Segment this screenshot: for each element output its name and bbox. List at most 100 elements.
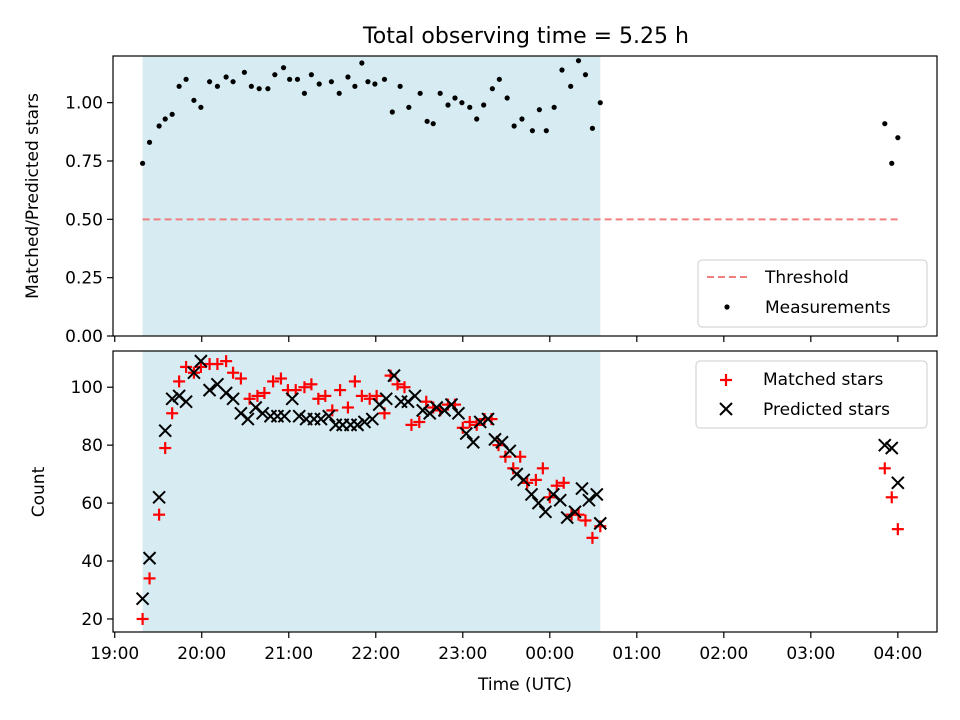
matched-star-point (274, 372, 287, 385)
matched-star-point (258, 387, 271, 400)
measurement-point (301, 90, 308, 96)
measurement-point (575, 58, 582, 64)
bottom-legend-box (695, 360, 928, 429)
matched-star-point (507, 462, 520, 475)
matched-star-point (326, 404, 339, 417)
measurement-point (287, 76, 293, 82)
measurement-point (336, 90, 342, 96)
predicted-star-point (135, 591, 150, 606)
top-y-tick-label: 0.00 (65, 327, 103, 347)
bottom-y-tick-label: 40 (81, 552, 103, 572)
matched-star-point (166, 407, 179, 420)
threshold-legend-label: Threshold (764, 268, 849, 288)
matched-star-point (234, 372, 247, 385)
predicted-star-point (473, 415, 487, 429)
measurement-point (467, 104, 473, 110)
measurement-point (589, 125, 596, 131)
measurement-point (536, 107, 542, 113)
bottom-y-tick-label: 20 (81, 610, 103, 630)
predicted-star-point (568, 505, 582, 519)
measurement-point (430, 121, 436, 127)
predicted-star-point (187, 366, 201, 380)
x-tick-label: 04:00 (873, 644, 922, 664)
matched-star-point (153, 508, 166, 521)
top-y-tick-label: 0.25 (65, 269, 103, 289)
measurement-point (895, 135, 901, 141)
x-tick-label: 20:00 (177, 644, 226, 664)
predicted-star-point (481, 412, 495, 426)
measurement-point (529, 128, 535, 134)
top-y-tick-label: 0.50 (65, 210, 103, 230)
measurement-point (551, 104, 557, 110)
matched-star-point (398, 381, 411, 394)
predicted-star-point (387, 368, 401, 383)
predicted-star-point (516, 473, 531, 487)
measurement-point (183, 76, 189, 82)
measurement-point (256, 86, 262, 92)
measurement-point (381, 76, 388, 82)
matched-star-point (514, 450, 527, 463)
measurement-point (191, 97, 197, 103)
bottom-y-tick-label: 80 (81, 436, 103, 456)
top-legend: Threshold Measurements (697, 259, 928, 328)
matched-star-point (536, 462, 549, 475)
predicted-star-point (179, 394, 193, 409)
matched-star-point (529, 473, 542, 486)
measurement-point (206, 79, 213, 85)
top-axes-frame (112, 55, 938, 337)
measurement-point (265, 86, 271, 92)
measurement-point (352, 83, 358, 89)
measurement-point (474, 116, 480, 122)
measurement-point (481, 102, 487, 108)
x-tick-label: 21:00 (264, 644, 313, 664)
bottom-y-tick-label: 60 (81, 494, 103, 514)
matched-star-point (319, 389, 332, 402)
predicted-star-point (590, 487, 604, 502)
measurement-point (328, 79, 334, 85)
measurement-point (882, 121, 888, 127)
matched-star-point (499, 450, 512, 463)
bottom-x-axis: 19:00 20:00 21:00 22:00 23:00 00:00 01:00 02:00… (90, 632, 922, 664)
matched-star-point (456, 421, 469, 434)
matched-star-point (370, 389, 383, 402)
top-panel: 0.00 0.25 0.50 0.75 1.00 Matched/Predicted s… (23, 55, 938, 347)
measurements-legend-icon (724, 304, 730, 310)
predicted-star-point (241, 412, 255, 426)
measurement-point (417, 90, 423, 96)
measurement-point (162, 116, 168, 122)
top-legend-box (697, 259, 928, 328)
matched-star-point (298, 381, 311, 394)
predicted-star-point (593, 516, 607, 531)
matched-star-point (413, 415, 426, 428)
predicted-star-point (408, 389, 422, 403)
predicted-star-point (575, 481, 589, 496)
measurement-point (316, 81, 322, 87)
top-shaded-region (142, 56, 601, 336)
matched-star-point (136, 612, 149, 625)
predicted-star-point (357, 415, 372, 429)
matched-star-point (143, 572, 156, 585)
matched-star-point (227, 366, 240, 379)
predicted-star-point (503, 444, 517, 458)
predicted-star-point (322, 409, 336, 423)
measurement-point (568, 83, 574, 89)
matched-star-point (267, 375, 280, 388)
matched-legend-icon (720, 374, 732, 386)
measurement-point (272, 72, 278, 78)
matched-star-point (305, 378, 318, 391)
predicted-star-point (885, 441, 899, 455)
measurement-point (437, 90, 443, 96)
matched-star-point (885, 491, 898, 504)
matched-star-point (194, 360, 207, 373)
measurement-point (248, 83, 254, 89)
matched-star-point (557, 476, 570, 489)
bottom-y-axis-label: Count (29, 466, 49, 517)
measurement-point (519, 116, 525, 122)
predicted-star-point (152, 490, 166, 505)
measurement-point (489, 86, 495, 92)
bottom-y-tick-label: 100 (71, 378, 103, 398)
measurement-point (359, 60, 365, 66)
matched-star-point (878, 462, 891, 475)
matched-star-point (312, 392, 325, 405)
